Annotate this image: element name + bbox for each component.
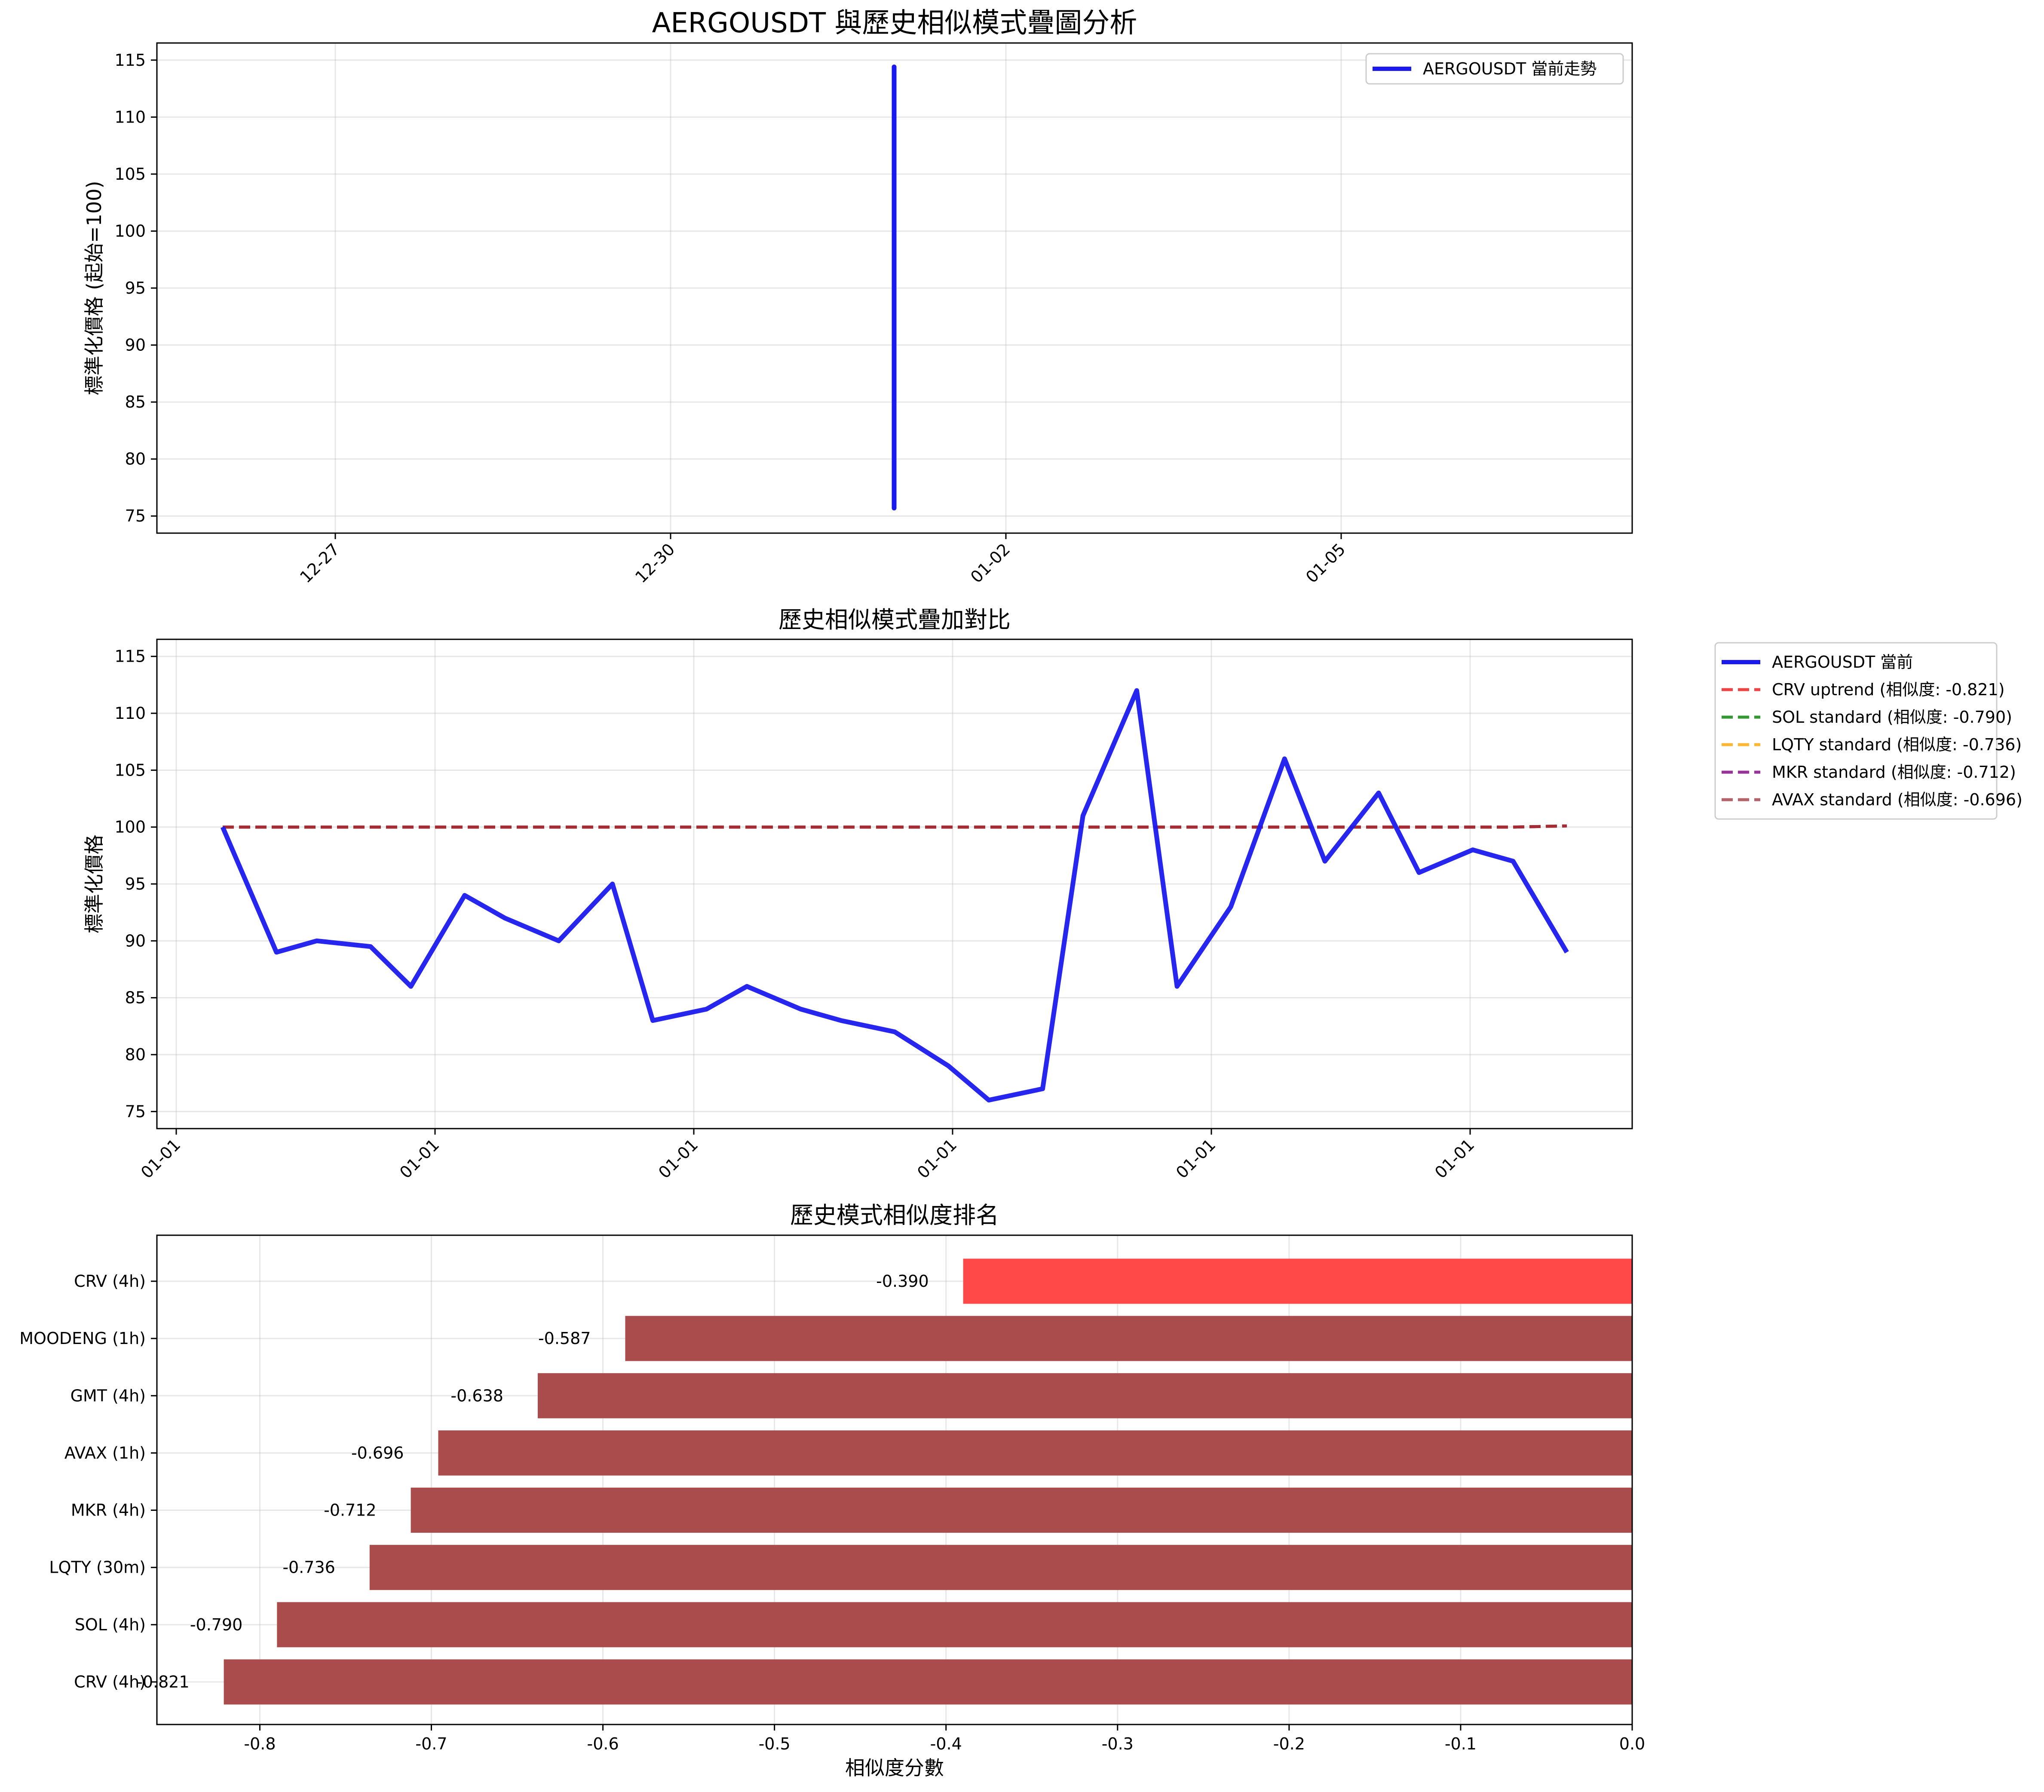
panel2-y-tick-label: 75 <box>125 1102 146 1121</box>
similarity-bar-value-label: -0.696 <box>351 1443 404 1462</box>
panel3-x-tick-label: -0.2 <box>1273 1734 1305 1753</box>
legend-label: MKR standard (相似度: -0.712) <box>1772 763 2016 782</box>
similarity-bar <box>625 1316 1632 1361</box>
panel2-y-tick-label: 95 <box>125 875 146 893</box>
panel1-y-tick-label: 100 <box>114 221 146 240</box>
panel1-y-tick-label: 110 <box>114 107 146 126</box>
panel-similarity-ranking: 歷史模式相似度排名 -0.390 -0.587 -0.638 -0.696 -0.712… <box>19 1202 1645 1780</box>
panel3-x-tick-label: -0.1 <box>1445 1734 1477 1753</box>
similarity-bar <box>963 1258 1632 1304</box>
panel1-y-tick-label: 105 <box>114 165 146 184</box>
panel2-x-tick-label: 01-01 <box>655 1135 702 1182</box>
panel3-x-axis-label: 相似度分數 <box>845 1756 944 1780</box>
panel3-x-tick-label: 0.0 <box>1619 1734 1645 1753</box>
panel2-x-tick-label: 01-01 <box>396 1135 443 1182</box>
legend-label: LQTY standard (相似度: -0.736) <box>1772 735 2022 754</box>
panel3-title: 歷史模式相似度排名 <box>790 1202 999 1229</box>
panel3-y-tick-label: CRV (4h) <box>74 1672 146 1691</box>
panel2-y-tick-label: 110 <box>114 704 146 723</box>
panel1-y-axis-label: 標準化價格 (起始=100) <box>83 181 106 396</box>
panel3-y-tick-label: AVAX (1h) <box>64 1443 146 1462</box>
legend-label-current: AERGOUSDT 當前走勢 <box>1423 59 1597 78</box>
panel2-x-tick-label: 01-01 <box>1431 1135 1478 1182</box>
panel-overlay-comparison: 歷史相似模式疊加對比 75 80 85 90 95 100 105 110 115 01-01 0… <box>83 606 2023 1182</box>
panel3-y-tick-label: LQTY (30m) <box>49 1558 146 1577</box>
similarity-bar-value-label: -0.821 <box>137 1672 190 1691</box>
panel1-x-tick-label: 01-02 <box>967 540 1014 586</box>
panel1-y-tick-label: 90 <box>125 336 146 355</box>
similarity-bar-value-label: -0.587 <box>538 1329 591 1348</box>
legend-label: CRV uptrend (相似度: -0.821) <box>1772 680 2005 699</box>
panel3-x-tick-label: -0.3 <box>1102 1734 1134 1753</box>
legend-label: AVAX standard (相似度: -0.696) <box>1772 790 2023 809</box>
panel-current-trend: 75 80 85 90 95 100 105 110 115 12-27 12-30 01-02 01… <box>83 42 1633 586</box>
similarity-bar-value-label: -0.390 <box>876 1272 929 1291</box>
similarity-bar <box>224 1659 1632 1705</box>
panel2-y-tick-label: 85 <box>125 988 146 1007</box>
figure-title: AERGOUSDT 與歷史相似模式疊圖分析 <box>652 7 1137 39</box>
panel2-y-tick-label: 100 <box>114 818 146 837</box>
panel1-x-tick-label: 01-05 <box>1302 540 1349 586</box>
panel2-legend: AERGOUSDT 當前 CRV uptrend (相似度: -0.821) SOL… <box>1714 642 2023 820</box>
panel2-y-tick-label: 115 <box>114 647 146 666</box>
series-line-current <box>220 688 1569 1103</box>
panel1-y-tick-label: 75 <box>125 506 146 525</box>
panel2-y-axis-label: 標準化價格 <box>83 835 106 933</box>
panel3-y-tick-label: MKR (4h) <box>71 1501 146 1520</box>
panel1-y-tick-label: 85 <box>125 393 146 411</box>
panel3-x-tick-label: -0.6 <box>587 1734 619 1753</box>
similarity-bar-value-label: -0.736 <box>282 1558 335 1577</box>
panel1-x-tick-label: 12-27 <box>296 540 343 586</box>
panel3-y-tick-label: SOL (4h) <box>75 1615 146 1634</box>
similarity-bar <box>411 1488 1632 1533</box>
similarity-bar <box>369 1545 1633 1590</box>
panel2-y-tick-label: 90 <box>125 931 146 950</box>
series-line-pattern-4 <box>223 824 1567 829</box>
panel2-title: 歷史相似模式疊加對比 <box>778 606 1011 633</box>
similarity-bar-value-label: -0.712 <box>324 1501 377 1520</box>
similarity-bar-value-label: -0.790 <box>190 1615 243 1634</box>
similarity-bar-value-label: -0.638 <box>450 1386 503 1405</box>
similarity-bar <box>537 1373 1632 1418</box>
panel3-y-tick-label: CRV (4h) <box>74 1272 146 1291</box>
similarity-bar <box>277 1602 1632 1648</box>
panel3-x-tick-label: -0.7 <box>415 1734 447 1753</box>
panel1-y-tick-label: 80 <box>125 450 146 469</box>
panel3-x-tick-label: -0.4 <box>930 1734 962 1753</box>
legend-label: SOL standard (相似度: -0.790) <box>1772 708 2012 727</box>
panel1-y-tick-label: 115 <box>114 51 146 70</box>
panel3-y-tick-label: MOODENG (1h) <box>19 1329 146 1348</box>
panel2-y-tick-label: 105 <box>114 761 146 779</box>
legend-label: AERGOUSDT 當前 <box>1772 653 1913 672</box>
panel3-y-tick-label: GMT (4h) <box>70 1386 146 1405</box>
panel2-x-tick-label: 01-01 <box>1172 1135 1219 1182</box>
panel1-y-tick-label: 95 <box>125 279 146 298</box>
panel3-x-tick-label: -0.8 <box>244 1734 276 1753</box>
panel1-legend: AERGOUSDT 當前走勢 <box>1365 53 1624 85</box>
panel3-frame <box>156 1234 1633 1725</box>
panel2-y-tick-label: 80 <box>125 1045 146 1064</box>
panel3-x-tick-label: -0.5 <box>759 1734 791 1753</box>
similarity-bar <box>438 1430 1633 1476</box>
panel1-x-tick-label: 12-30 <box>631 540 678 586</box>
panel2-x-tick-label: 01-01 <box>913 1135 960 1182</box>
panel2-x-tick-label: 01-01 <box>137 1135 184 1182</box>
